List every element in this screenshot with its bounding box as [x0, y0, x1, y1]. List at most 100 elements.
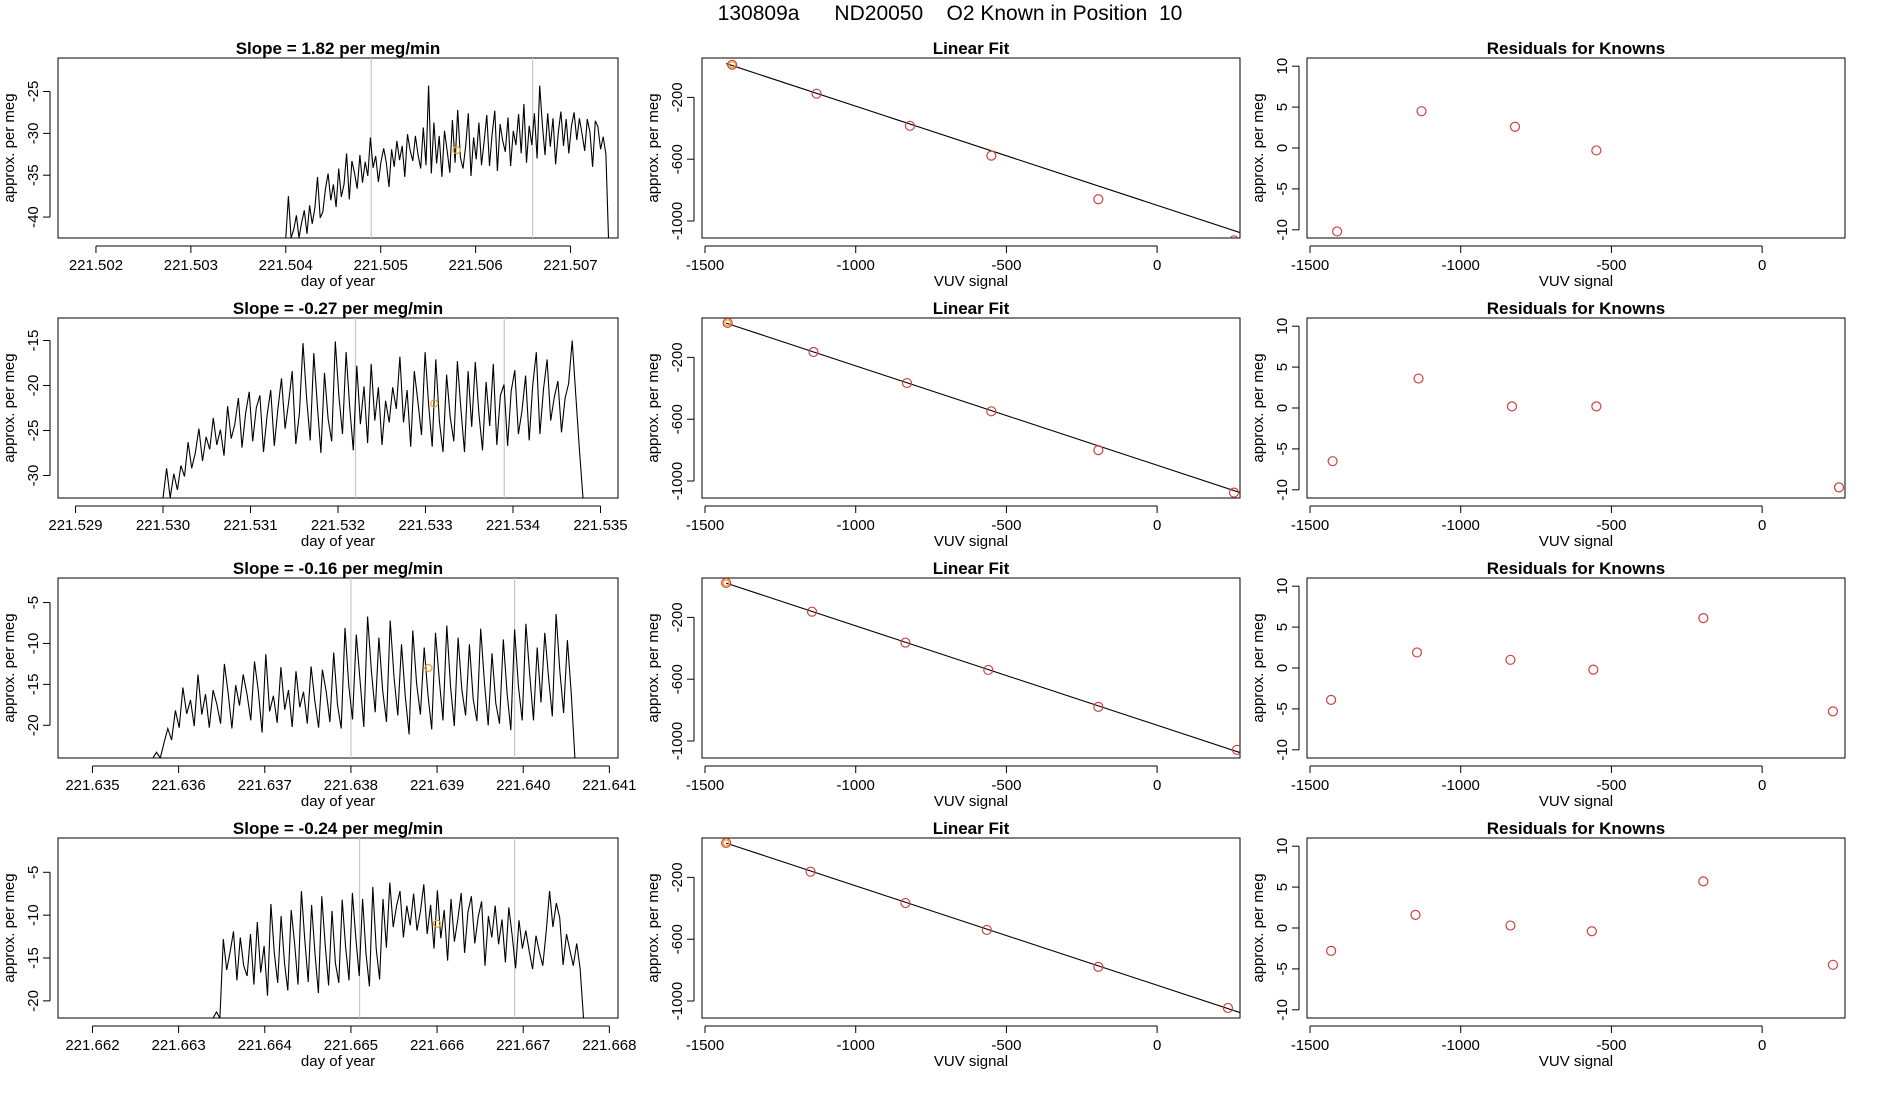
plot-frame	[701, 577, 1241, 759]
data-point	[1505, 654, 1516, 665]
data-point	[1093, 194, 1104, 205]
x-tick-label: 221.662	[65, 1037, 119, 1054]
data-point	[1093, 961, 1104, 972]
data-point	[1827, 959, 1839, 970]
data-point	[727, 59, 738, 70]
x-axis-label: VUV signal	[1539, 1053, 1613, 1070]
x-tick-label: -1500	[1291, 517, 1329, 534]
plot-frame	[57, 317, 619, 499]
chart-title: Linear Fit	[933, 39, 1010, 58]
y-axis-label: approx. per meg	[1, 613, 18, 722]
series-line	[285, 85, 610, 238]
y-tick-label: -600	[669, 144, 686, 174]
x-tick-label: -1000	[1442, 257, 1480, 274]
data-point	[900, 637, 911, 648]
chart-title: Residuals for Knowns	[1487, 39, 1666, 58]
data-point	[1591, 401, 1602, 412]
x-tick-label: 0	[1153, 257, 1161, 274]
data-point	[1327, 456, 1338, 467]
y-tick-label: 10	[1274, 318, 1291, 335]
y-tick-label: -30	[25, 123, 42, 145]
highlight-point	[452, 145, 461, 155]
x-tick-label: 221.635	[65, 777, 119, 794]
y-tick-label: 0	[1274, 144, 1291, 152]
x-tick-label: 221.530	[136, 517, 190, 534]
x-tick-label: -500	[1596, 1037, 1626, 1054]
x-tick-label: -500	[991, 777, 1021, 794]
chart-title: Slope = -0.16 per meg/min	[233, 559, 443, 578]
x-tick-label: 221.665	[324, 1037, 378, 1054]
y-tick-label: 10	[1274, 838, 1291, 855]
chart-panel-1: Slope = 1.82 per meg/min 221.502 221.503 22…	[1, 39, 619, 290]
data-point	[722, 318, 733, 329]
data-point	[1411, 647, 1423, 658]
plot-frame	[1306, 317, 1846, 499]
x-tick-label: 221.535	[573, 517, 627, 534]
chart-panel-7: Slope = -0.16 per meg/min 221.635 221.636 2…	[1, 559, 637, 810]
x-tick-label: 221.637	[238, 777, 292, 794]
y-tick-label: -200	[669, 342, 686, 372]
series-line	[212, 882, 585, 1018]
plot-frame	[57, 577, 619, 759]
y-tick-label: -25	[25, 81, 42, 103]
y-tick-label: -5	[1274, 182, 1291, 195]
highlight-point	[728, 61, 736, 69]
y-tick-label: -200	[669, 602, 686, 632]
data-point	[806, 606, 818, 617]
x-tick-label: 221.534	[486, 517, 540, 534]
data-point	[1506, 401, 1518, 412]
data-point	[1588, 664, 1599, 675]
data-layer	[1326, 876, 1839, 970]
plot-frame	[1306, 57, 1846, 239]
data-point	[904, 120, 916, 131]
x-tick-label: 0	[1153, 517, 1161, 534]
data-point	[1413, 373, 1424, 384]
y-axis-label: approx. per meg	[1250, 613, 1267, 722]
x-tick-label: -500	[1596, 257, 1626, 274]
y-tick-label: -600	[669, 404, 686, 434]
x-axis-label: day of year	[301, 1053, 375, 1070]
data-point	[1416, 106, 1427, 117]
chart-panel-9: Residuals for Knowns -1500 -1000 -500 0 VUV s…	[1250, 559, 1846, 810]
x-tick-label: -500	[1596, 777, 1626, 794]
data-point	[1698, 876, 1709, 887]
y-tick-label: -10	[25, 633, 42, 655]
x-tick-label: 0	[1758, 257, 1766, 274]
y-tick-label: -25	[25, 420, 42, 442]
chart-title: Residuals for Knowns	[1487, 559, 1666, 578]
series-line	[162, 340, 584, 498]
data-point	[1509, 121, 1521, 132]
y-tick-label: -15	[25, 947, 42, 969]
x-tick-label: -500	[991, 517, 1021, 534]
y-tick-label: 10	[1274, 578, 1291, 595]
x-tick-label: 221.663	[151, 1037, 205, 1054]
y-axis-label: approx. per meg	[645, 873, 662, 982]
y-axis-label: approx. per meg	[1, 93, 18, 202]
x-tick-label: 221.641	[582, 777, 636, 794]
data-layer	[152, 578, 576, 758]
data-point	[1093, 701, 1104, 712]
x-tick-label: -1000	[837, 777, 875, 794]
data-point	[1591, 145, 1602, 156]
plot-frame	[1306, 837, 1846, 1019]
chart-title: Residuals for Knowns	[1487, 819, 1666, 838]
y-tick-label: -5	[25, 596, 42, 609]
fit-line	[725, 322, 1240, 494]
y-tick-label: -600	[669, 924, 686, 954]
data-point	[1222, 1002, 1234, 1014]
x-tick-label: -500	[991, 257, 1021, 274]
x-tick-label: 221.532	[311, 517, 365, 534]
y-tick-label: 5	[1274, 883, 1291, 891]
highlight-point	[722, 579, 730, 587]
x-axis-label: VUV signal	[934, 533, 1008, 550]
y-axis-label: approx. per meg	[645, 93, 662, 202]
chart-title: Slope = -0.24 per meg/min	[233, 819, 443, 838]
data-point	[901, 377, 913, 389]
y-tick-label: -20	[25, 990, 42, 1012]
plot-frame	[701, 317, 1241, 499]
data-layer	[722, 318, 1240, 498]
